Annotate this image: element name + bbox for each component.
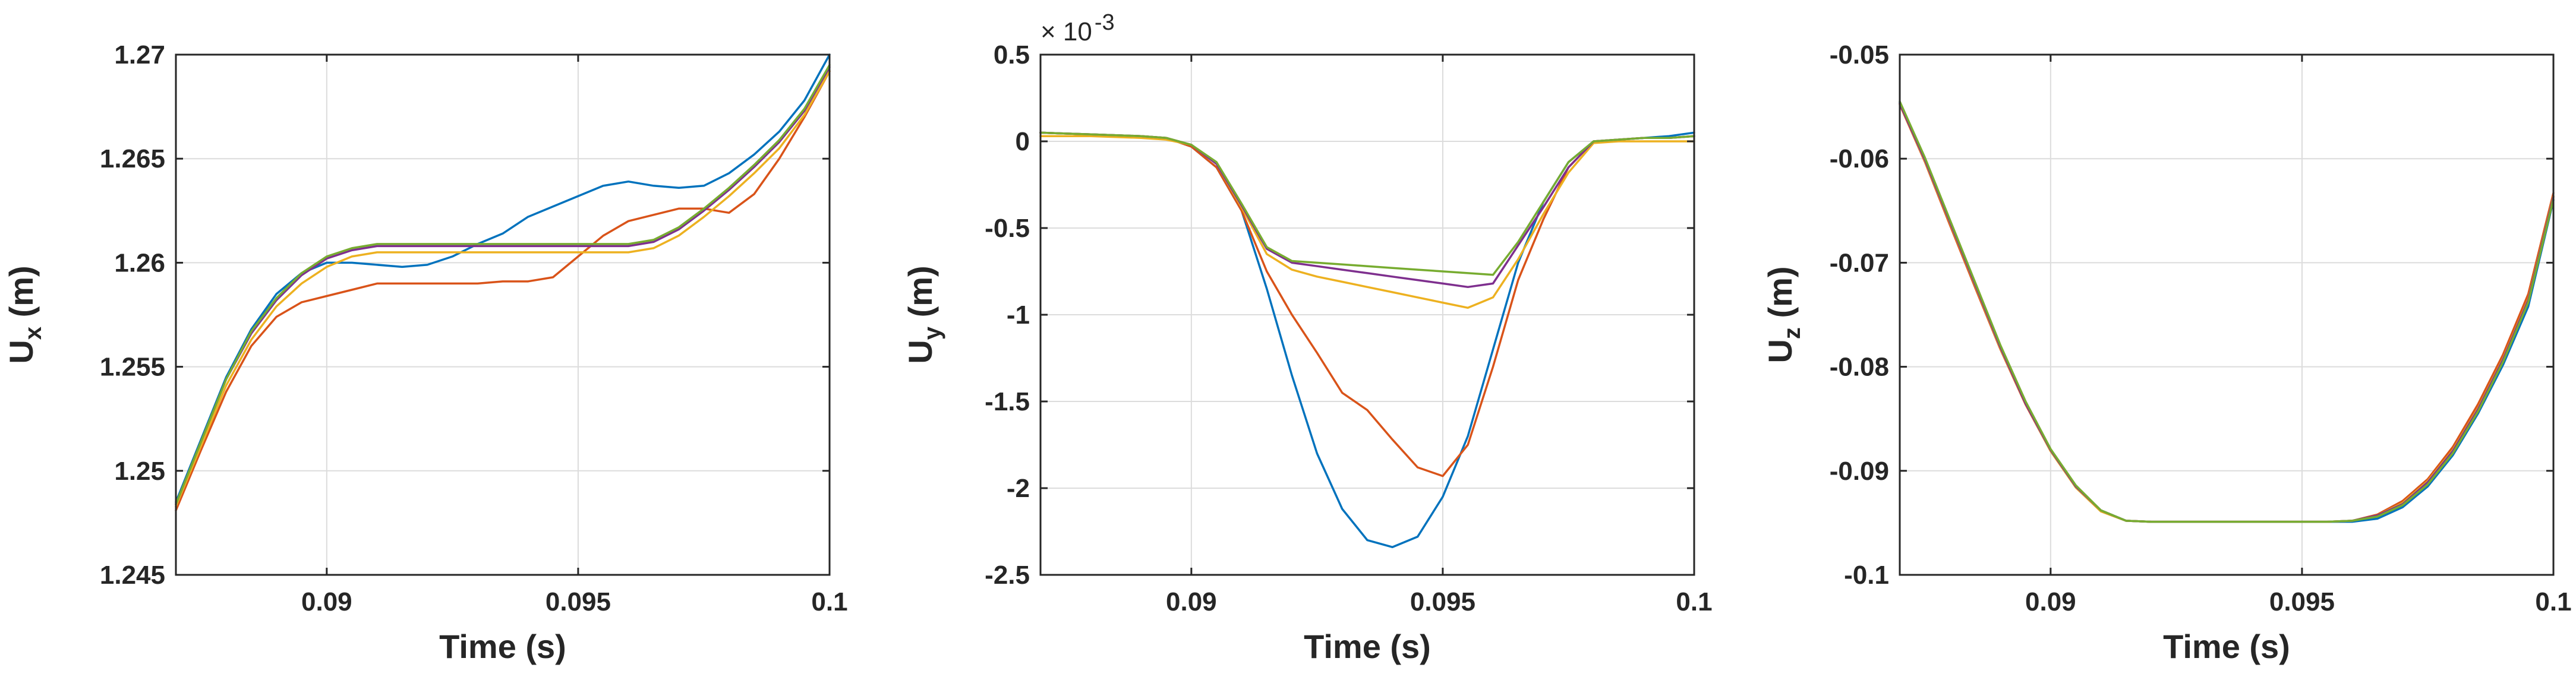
axis-box <box>175 53 831 576</box>
chart-panel-3: 0.09 0.095 0.1 -0.1 -0.09 -0.08 -0.07 -0.06 -0.0… <box>1761 40 2572 665</box>
chart-panel-2: 0.09 0.095 0.1 -2.5 -2 -1.5 -1 -0.5 0 0.5 Time (s)… <box>901 10 1713 665</box>
y-tick-label: -2 <box>1007 474 1030 503</box>
series-line-3 <box>175 70 831 508</box>
series-line-2 <box>175 70 831 512</box>
x-tick-label: 0.09 <box>1166 587 1217 616</box>
series-line-5 <box>175 64 831 505</box>
series-line-5 <box>1899 100 2555 523</box>
axis-box <box>1899 53 2555 576</box>
chart-panel-1: 0.09 0.095 0.1 1.245 1.25 1.255 1.26 1.265 1.27 T… <box>2 40 848 665</box>
y-tick-label: -0.5 <box>985 214 1030 243</box>
series-line-4 <box>175 66 831 505</box>
y-axis-label: Uz (m) <box>1761 266 1805 363</box>
y-tick-label: -0.08 <box>1830 353 1889 382</box>
x-tick-label: 0.095 <box>1410 587 1475 616</box>
y-tick-label: -0.05 <box>1830 40 1889 69</box>
x-tick-label: 0.095 <box>2269 587 2335 616</box>
x-tick-label: 0.1 <box>2535 587 2571 616</box>
y-tick-label: -1.5 <box>985 387 1030 416</box>
series-line-5 <box>1039 131 1695 276</box>
y-axis-label: Uy (m) <box>901 265 945 363</box>
x-axis-label: Time (s) <box>2163 628 2290 665</box>
y-tick-label: 1.27 <box>114 40 165 69</box>
y-tick-label: -0.06 <box>1830 144 1889 173</box>
y-tick-label: -2.5 <box>985 561 1030 590</box>
x-axis-label: Time (s) <box>439 628 566 665</box>
y-tick-label: -0.09 <box>1830 457 1889 486</box>
y-tick-label: -1 <box>1007 300 1030 330</box>
x-tick-label: 0.09 <box>2025 587 2076 616</box>
y-tick-label: 1.265 <box>100 144 165 173</box>
y-tick-label: 1.255 <box>100 353 165 382</box>
y-axis-label: Ux (m) <box>2 265 46 363</box>
series-line-1 <box>175 53 831 504</box>
y-tick-label: -0.07 <box>1830 248 1889 277</box>
y-tick-label: 1.25 <box>114 457 165 486</box>
x-axis-label: Time (s) <box>1304 628 1431 665</box>
x-tick-label: 0.095 <box>546 587 611 616</box>
y-tick-label: 0 <box>1016 127 1030 156</box>
x-tick-label: 0.1 <box>1676 587 1712 616</box>
y-exponent-label: × 10 -3 <box>1041 10 1115 46</box>
y-tick-label: -0.1 <box>1844 561 1889 590</box>
y-tick-label: 1.26 <box>114 248 165 277</box>
x-tick-label: 0.09 <box>301 587 352 616</box>
y-tick-label: 0.5 <box>994 40 1030 69</box>
x-tick-label: 0.1 <box>811 587 847 616</box>
y-tick-label: 1.245 <box>100 561 165 590</box>
